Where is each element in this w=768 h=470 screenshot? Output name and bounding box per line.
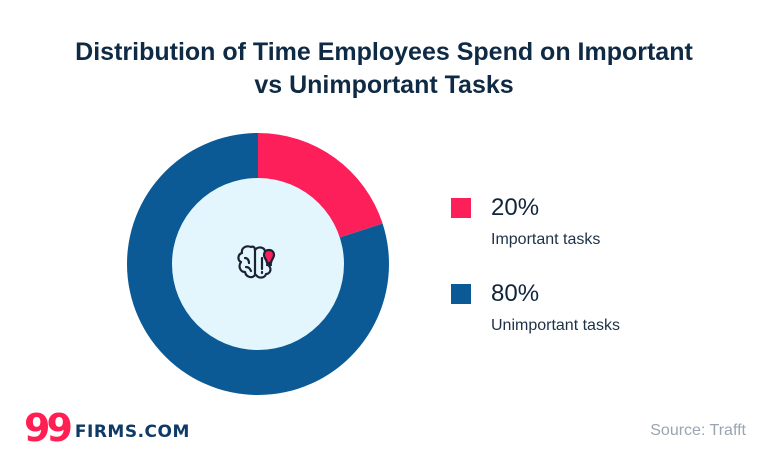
legend-swatch-important [451,198,471,218]
legend-item-important: 20% Important tasks [451,194,711,280]
chart-title-line-2: vs Unimportant Tasks [254,71,514,99]
brand-logo-name: FIRMS.COM [74,422,190,442]
legend-swatch-unimportant [451,284,471,304]
donut-chart [126,132,390,396]
legend-percent-important: 20% [491,194,540,221]
donut-center [172,178,344,350]
chart-legend: 20% Important tasks 80% Unimportant task… [451,194,711,366]
donut-chart-svg [127,133,390,395]
source-note: Source: Trafft [650,422,746,439]
brain-with-lightbulb-icon [237,245,276,279]
brand-logo: 99 FIRMS.COM [24,406,190,450]
chart-title-line-1: Distribution of Time Employees Spend on … [75,38,693,66]
chart-title: Distribution of Time Employees Spend on … [0,36,768,102]
legend-label-important: Important tasks [491,231,601,248]
legend-percent-unimportant: 80% [491,280,540,307]
legend-label-unimportant: Unimportant tasks [491,317,620,334]
brand-logo-mark: 99 [24,406,73,450]
legend-item-unimportant: 80% Unimportant tasks [451,280,711,366]
